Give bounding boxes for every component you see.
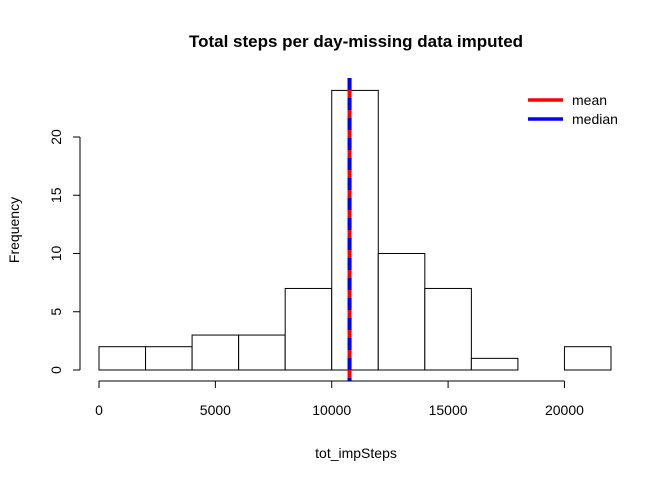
legend-label-median: median — [572, 111, 618, 127]
x-tick-label: 0 — [95, 402, 103, 418]
y-axis: 0 5 10 15 20 — [48, 129, 81, 374]
y-tick-label: 20 — [48, 129, 64, 145]
histogram-bar — [238, 334, 286, 371]
x-tick-label: 5000 — [200, 402, 231, 418]
histogram-bar — [470, 357, 519, 371]
y-tick-label: 15 — [48, 187, 64, 203]
x-tick-label: 20000 — [545, 402, 584, 418]
y-tick-label: 0 — [48, 366, 64, 374]
histogram-bar — [563, 346, 612, 371]
y-axis-label: Frequency — [6, 197, 22, 263]
x-axis: 0 5000 10000 15000 20000 — [95, 380, 584, 418]
histogram-bar — [377, 253, 426, 371]
y-tick-label: 5 — [48, 308, 64, 316]
x-tick-label: 10000 — [312, 402, 351, 418]
histogram-bar — [191, 334, 240, 371]
x-axis-label: tot_impSteps — [315, 445, 397, 461]
histogram-bar — [331, 89, 379, 371]
histogram-bar — [424, 287, 472, 371]
legend: mean median — [528, 92, 618, 127]
histogram-bar — [145, 346, 193, 371]
histogram-bar — [98, 346, 147, 371]
chart-title: Total steps per day-missing data imputed — [189, 32, 523, 51]
histogram-bar — [284, 287, 333, 371]
legend-label-mean: mean — [572, 92, 607, 108]
y-tick-label: 10 — [48, 246, 64, 262]
x-tick-label: 15000 — [429, 402, 468, 418]
bars-group — [98, 89, 612, 371]
